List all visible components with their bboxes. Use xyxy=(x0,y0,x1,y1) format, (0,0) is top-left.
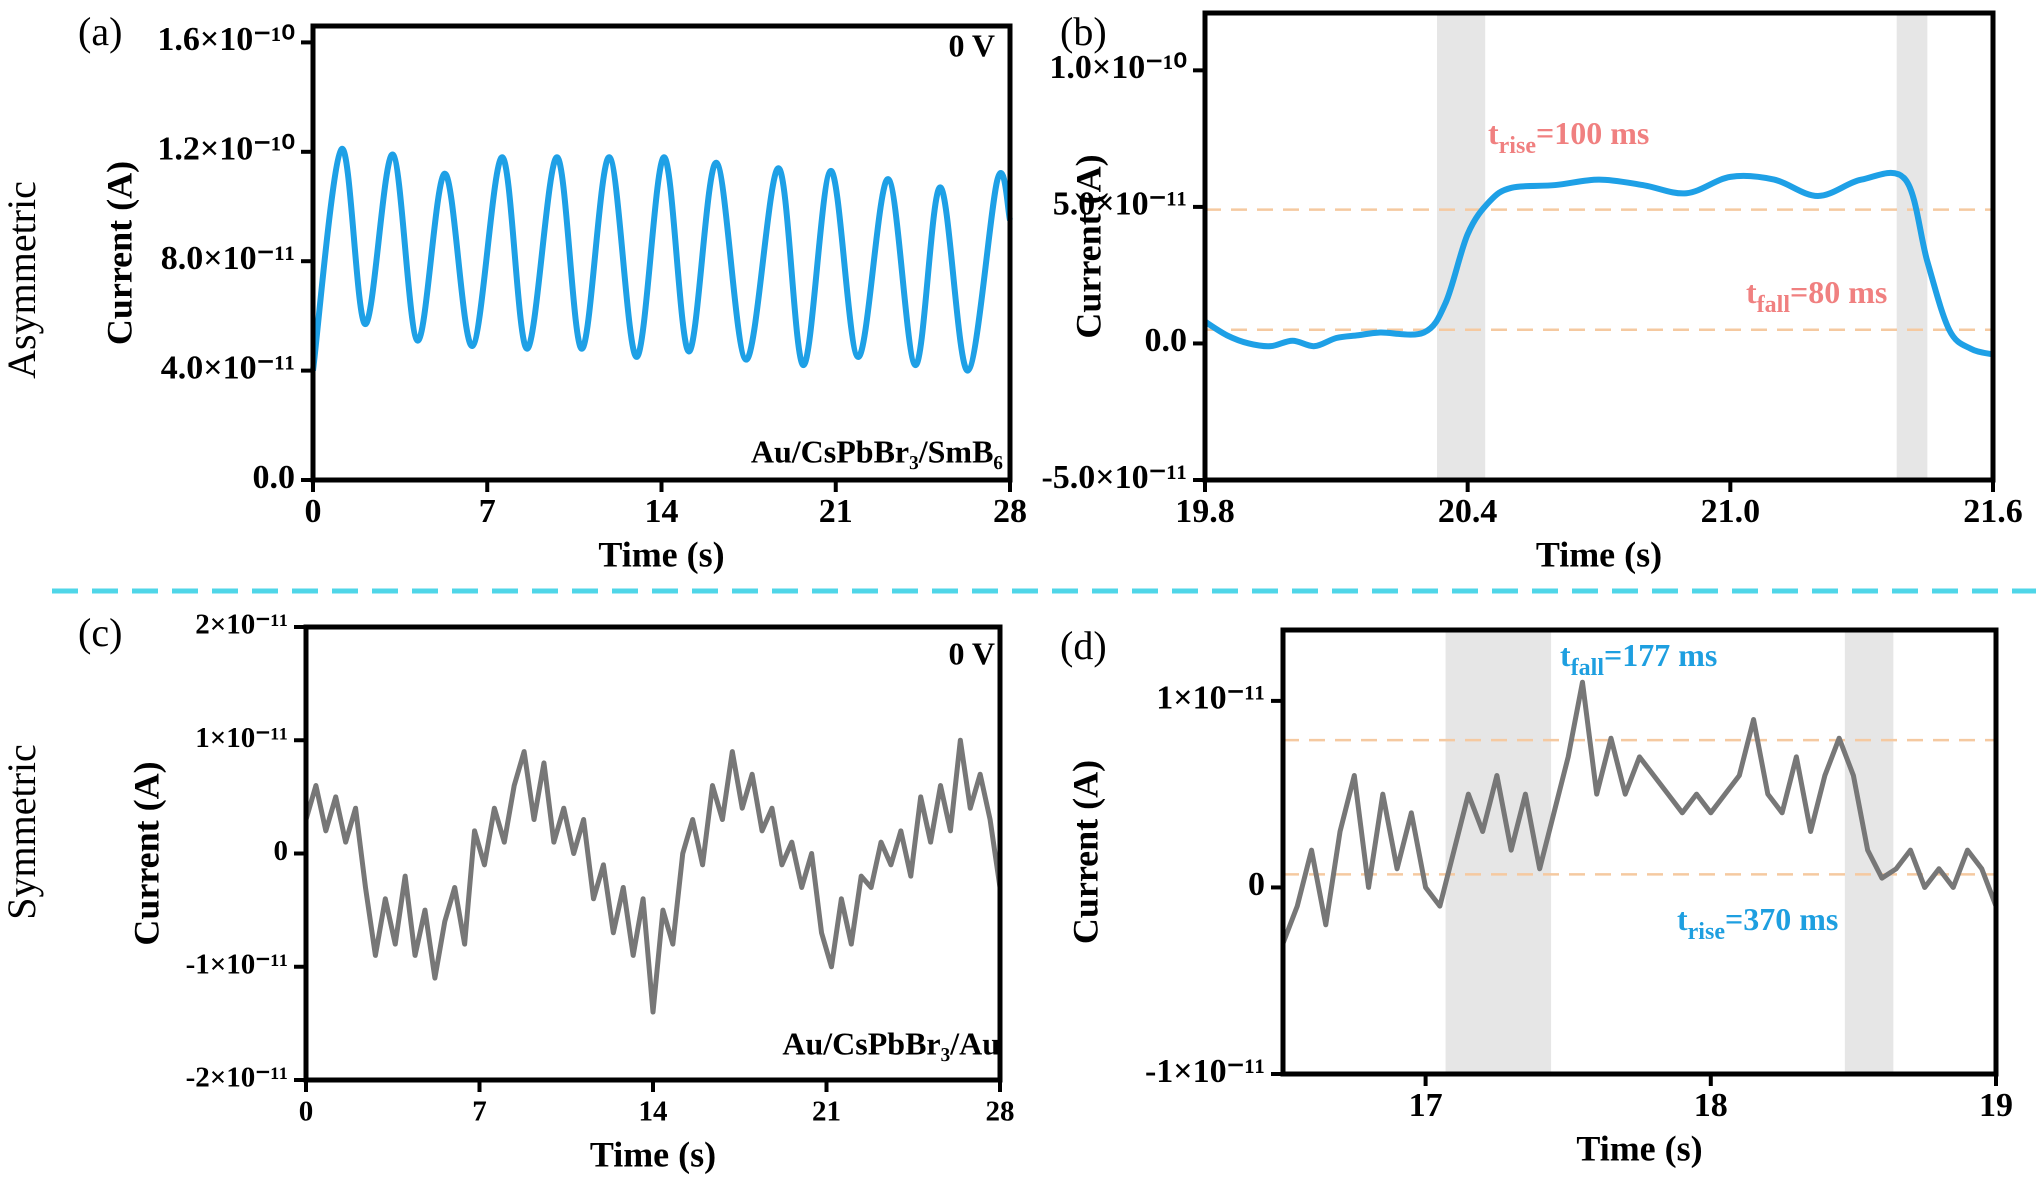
x-tick-label: 21 xyxy=(819,493,853,530)
timing-text: t xyxy=(1560,637,1571,673)
y-tick-label: 1.2×10⁻¹⁰ xyxy=(157,131,295,168)
y-tick-label: 2×10⁻¹¹ xyxy=(195,609,288,641)
y-tick-label: 4.0×10⁻¹¹ xyxy=(161,349,295,386)
y-tick-label: 0.0 xyxy=(253,459,296,496)
row-label: Asymmetric xyxy=(0,181,44,379)
x-tick-label: 0 xyxy=(305,493,322,530)
x-tick-label: 28 xyxy=(986,1096,1015,1128)
y-tick-label: 1×10⁻¹¹ xyxy=(1156,680,1265,717)
y-axis-label: Current (A) xyxy=(99,161,139,345)
y-tick-label: -1×10⁻¹¹ xyxy=(186,948,288,980)
y-tick-label: 1×10⁻¹¹ xyxy=(195,722,288,754)
panel-label: (a) xyxy=(78,9,122,54)
timing-text: t xyxy=(1677,901,1688,937)
y-tick-label: 0.0 xyxy=(1145,322,1188,359)
y-axis-label: Current (A) xyxy=(1065,760,1105,944)
annotation: 0 V xyxy=(948,635,995,671)
x-tick-label: 18 xyxy=(1694,1087,1728,1124)
x-tick-label: 21 xyxy=(812,1096,841,1128)
y-axis-label: Current (A) xyxy=(1068,154,1108,338)
panel-label: (b) xyxy=(1060,9,1107,54)
y-axis-label: Current (A) xyxy=(126,761,166,945)
timing-text: rise xyxy=(1499,133,1537,159)
annotation: 0 V xyxy=(948,27,995,63)
timing-text: =100 ms xyxy=(1536,115,1649,151)
y-tick-label: 1.0×10⁻¹⁰ xyxy=(1049,49,1187,86)
timing-text: =370 ms xyxy=(1725,901,1838,937)
data-line xyxy=(1280,679,1999,945)
x-tick-label: 19 xyxy=(1979,1087,2013,1124)
timing-text: t xyxy=(1488,115,1499,151)
panel-label: (c) xyxy=(78,610,122,655)
x-tick-label: 28 xyxy=(993,493,1027,530)
timing-text: t xyxy=(1746,274,1757,310)
x-tick-label: 19.8 xyxy=(1175,493,1235,530)
plot-frame xyxy=(310,23,1013,483)
y-tick-label: -2×10⁻¹¹ xyxy=(186,1062,288,1094)
y-tick-label: 0 xyxy=(274,835,289,867)
timing-annotation: tfall=80 ms xyxy=(1746,274,1887,317)
timing-annotation: tfall=177 ms xyxy=(1560,637,1717,680)
x-tick-label: 0 xyxy=(299,1096,314,1128)
x-tick-label: 7 xyxy=(472,1096,487,1128)
data-line xyxy=(310,146,1013,374)
y-tick-label: -5.0×10⁻¹¹ xyxy=(1041,459,1187,496)
timing-annotation: trise=370 ms xyxy=(1677,901,1838,944)
data-line xyxy=(303,737,1003,1015)
x-axis-label: Time (s) xyxy=(598,534,724,574)
y-tick-label: 0 xyxy=(1248,866,1265,903)
annotation: Au/CsPbBr₃/Au xyxy=(782,1025,1000,1061)
shaded-region xyxy=(1445,630,1552,1074)
timing-text: fall xyxy=(1571,655,1605,681)
x-tick-label: 21.0 xyxy=(1701,493,1761,530)
x-tick-label: 20.4 xyxy=(1438,493,1498,530)
y-tick-label: 1.6×10⁻¹⁰ xyxy=(157,21,295,58)
x-tick-label: 14 xyxy=(639,1096,668,1128)
y-tick-label: -1×10⁻¹¹ xyxy=(1145,1053,1265,1090)
timing-annotation: trise=100 ms xyxy=(1488,115,1649,158)
y-tick-label: 5.0×10⁻¹¹ xyxy=(1053,186,1187,223)
x-tick-label: 17 xyxy=(1409,1087,1443,1124)
timing-text: =177 ms xyxy=(1604,637,1717,673)
panel-label: (d) xyxy=(1060,623,1107,668)
timing-text: rise xyxy=(1688,919,1726,945)
plot-frame xyxy=(1202,10,1996,483)
row-label: Symmetric xyxy=(0,744,44,920)
plot-frame xyxy=(1280,627,1999,1077)
x-axis-label: Time (s) xyxy=(590,1134,716,1174)
x-tick-label: 21.6 xyxy=(1963,493,2023,530)
y-tick-label: 8.0×10⁻¹¹ xyxy=(161,240,295,277)
timing-text: =80 ms xyxy=(1790,274,1887,310)
data-line xyxy=(1203,169,1994,358)
x-tick-label: 7 xyxy=(479,493,496,530)
annotation: Au/CsPbBr₃/SmB₆ xyxy=(751,433,1003,469)
x-axis-label: Time (s) xyxy=(1536,534,1662,574)
timing-text: fall xyxy=(1757,292,1791,318)
x-tick-label: 14 xyxy=(645,493,679,530)
x-axis-label: Time (s) xyxy=(1576,1128,1702,1168)
